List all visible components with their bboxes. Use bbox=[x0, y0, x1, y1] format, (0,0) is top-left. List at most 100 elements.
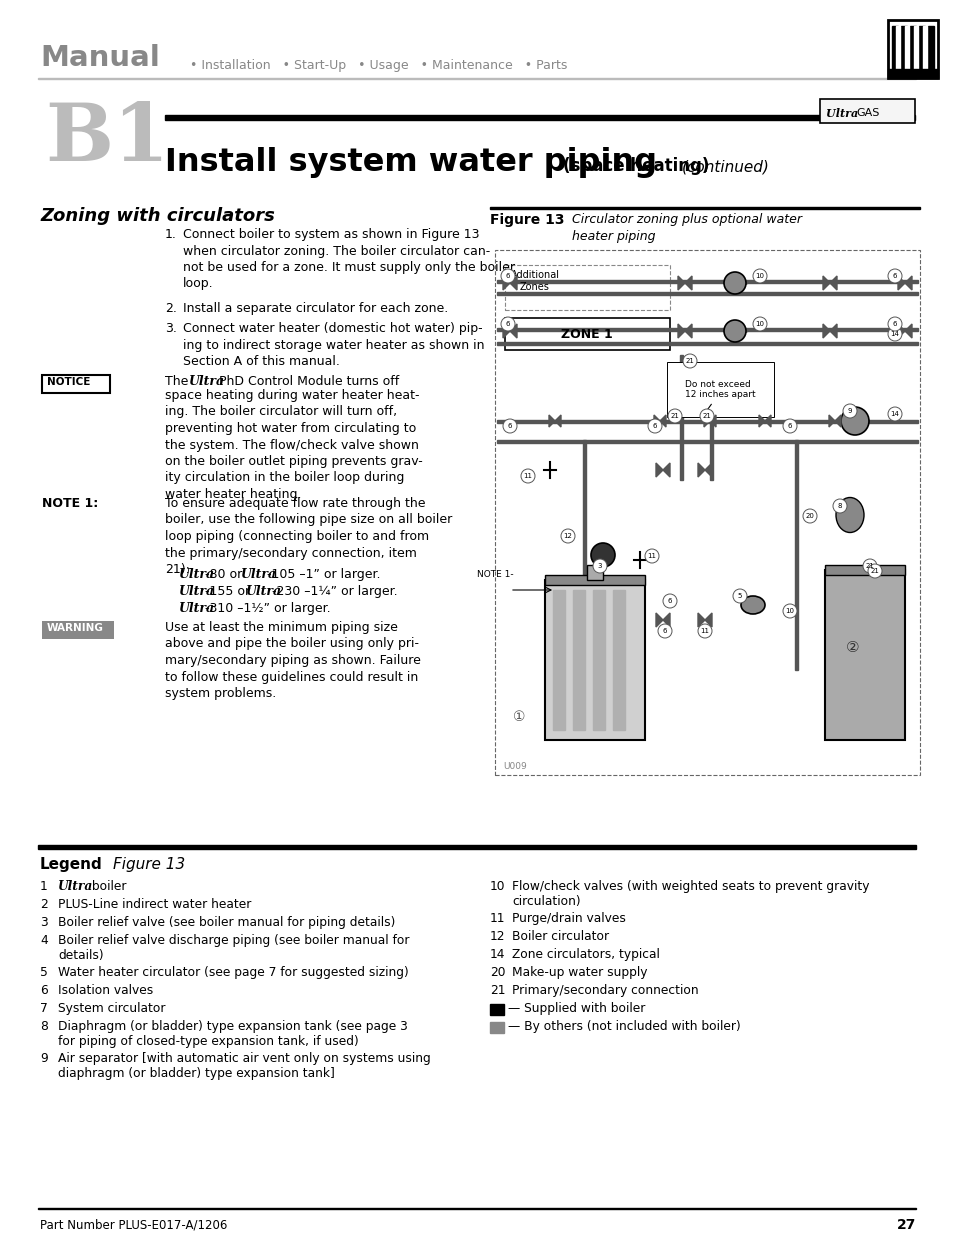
Circle shape bbox=[700, 409, 713, 424]
Circle shape bbox=[520, 469, 535, 483]
Text: PLUS-Line indirect water heater: PLUS-Line indirect water heater bbox=[58, 898, 251, 911]
Bar bbox=[824, 571, 904, 740]
Text: -155 or: -155 or bbox=[205, 585, 253, 598]
Text: Flow/check valves (with weighted seats to prevent gravity
circulation): Flow/check valves (with weighted seats t… bbox=[512, 881, 868, 908]
Text: Primary/secondary connection: Primary/secondary connection bbox=[512, 984, 698, 997]
Text: 21: 21 bbox=[490, 984, 505, 997]
Text: U009: U009 bbox=[502, 762, 526, 771]
Polygon shape bbox=[698, 613, 704, 627]
Text: 8: 8 bbox=[837, 503, 841, 509]
Text: Install a separate circulator for each zone.: Install a separate circulator for each z… bbox=[183, 303, 448, 315]
Text: 14: 14 bbox=[490, 948, 505, 961]
Text: NOTE 1-: NOTE 1- bbox=[476, 571, 513, 579]
Text: 21: 21 bbox=[701, 412, 711, 419]
Circle shape bbox=[802, 509, 816, 522]
Circle shape bbox=[644, 550, 659, 563]
Bar bbox=[490, 1004, 503, 1015]
Text: Ultra: Ultra bbox=[179, 568, 214, 580]
Text: Figure 13: Figure 13 bbox=[112, 857, 185, 872]
Bar bbox=[497, 291, 917, 295]
Text: 8: 8 bbox=[40, 1020, 48, 1032]
Text: Water heater circulator (see page 7 for suggested sizing): Water heater circulator (see page 7 for … bbox=[58, 966, 408, 979]
Text: Figure 13: Figure 13 bbox=[490, 212, 564, 227]
Text: Boiler relief valve discharge piping (see boiler manual for
details): Boiler relief valve discharge piping (se… bbox=[58, 934, 409, 962]
Bar bbox=[794, 440, 797, 671]
Text: Ultra: Ultra bbox=[825, 107, 862, 119]
Text: 4: 4 bbox=[40, 934, 48, 947]
Circle shape bbox=[887, 408, 901, 421]
Bar bbox=[42, 375, 110, 393]
Polygon shape bbox=[502, 275, 510, 290]
Text: 14: 14 bbox=[890, 411, 899, 417]
Bar bbox=[613, 590, 624, 730]
Bar bbox=[820, 99, 914, 124]
Text: — By others (not included with boiler): — By others (not included with boiler) bbox=[507, 1020, 740, 1032]
Circle shape bbox=[782, 419, 796, 433]
Bar bbox=[495, 249, 919, 776]
Text: 11: 11 bbox=[647, 553, 656, 559]
Text: Ultra: Ultra bbox=[240, 568, 276, 580]
Bar bbox=[904, 26, 908, 72]
Bar bbox=[497, 280, 917, 283]
Text: 20: 20 bbox=[490, 966, 505, 979]
Bar bbox=[679, 354, 682, 424]
Text: Ultra: Ultra bbox=[189, 375, 225, 388]
Text: 14: 14 bbox=[890, 331, 899, 337]
Text: 21: 21 bbox=[670, 412, 679, 419]
Text: GAS: GAS bbox=[855, 107, 879, 119]
Text: 12: 12 bbox=[563, 534, 572, 538]
Text: 3.: 3. bbox=[165, 322, 176, 335]
Text: Ultra: Ultra bbox=[246, 585, 282, 598]
Circle shape bbox=[593, 559, 606, 573]
Bar bbox=[497, 342, 917, 345]
Polygon shape bbox=[828, 415, 834, 427]
Bar bbox=[504, 266, 669, 310]
Text: space heating during water heater heat-
ing. The boiler circulator will turn off: space heating during water heater heat- … bbox=[165, 389, 422, 501]
Circle shape bbox=[667, 409, 681, 424]
Text: 10: 10 bbox=[490, 881, 505, 893]
Bar bbox=[165, 115, 914, 120]
Bar bbox=[900, 26, 906, 72]
Text: ①: ① bbox=[513, 710, 525, 724]
Circle shape bbox=[752, 317, 766, 331]
Bar bbox=[504, 317, 669, 350]
Polygon shape bbox=[829, 275, 836, 290]
Text: ZONE 1: ZONE 1 bbox=[560, 329, 612, 341]
Circle shape bbox=[782, 604, 796, 618]
Text: NOTE 1:: NOTE 1: bbox=[42, 496, 98, 510]
Polygon shape bbox=[897, 324, 904, 338]
Text: (continued): (continued) bbox=[681, 161, 769, 175]
Bar bbox=[582, 440, 585, 640]
Text: 1: 1 bbox=[40, 881, 48, 893]
Bar bbox=[709, 420, 712, 480]
Text: Use at least the minimum piping size
above and pipe the boiler using only pri-
m: Use at least the minimum piping size abo… bbox=[165, 621, 420, 700]
Polygon shape bbox=[834, 415, 841, 427]
Bar bbox=[824, 564, 904, 576]
Text: 6: 6 bbox=[40, 984, 48, 997]
Bar bbox=[573, 590, 584, 730]
Circle shape bbox=[887, 317, 901, 331]
Bar bbox=[586, 564, 602, 580]
Polygon shape bbox=[709, 415, 716, 427]
Polygon shape bbox=[904, 275, 911, 290]
Bar bbox=[887, 69, 937, 78]
Polygon shape bbox=[548, 415, 555, 427]
Polygon shape bbox=[502, 324, 510, 338]
Text: 11: 11 bbox=[490, 911, 505, 925]
Text: Ultra: Ultra bbox=[58, 881, 93, 893]
Bar bbox=[918, 26, 924, 72]
Polygon shape bbox=[829, 324, 836, 338]
Text: -310 –1½” or larger.: -310 –1½” or larger. bbox=[205, 601, 331, 615]
Text: System circulator: System circulator bbox=[58, 1002, 165, 1015]
Polygon shape bbox=[703, 415, 709, 427]
Text: 10: 10 bbox=[755, 273, 763, 279]
Polygon shape bbox=[510, 324, 517, 338]
Polygon shape bbox=[656, 613, 662, 627]
Text: Boiler circulator: Boiler circulator bbox=[512, 930, 608, 944]
Circle shape bbox=[723, 320, 745, 342]
Text: 5: 5 bbox=[40, 966, 48, 979]
Text: — Supplied with boiler: — Supplied with boiler bbox=[507, 1002, 644, 1015]
Text: Install system water piping: Install system water piping bbox=[165, 147, 657, 178]
Bar bbox=[497, 440, 917, 443]
Text: 10: 10 bbox=[784, 608, 794, 614]
